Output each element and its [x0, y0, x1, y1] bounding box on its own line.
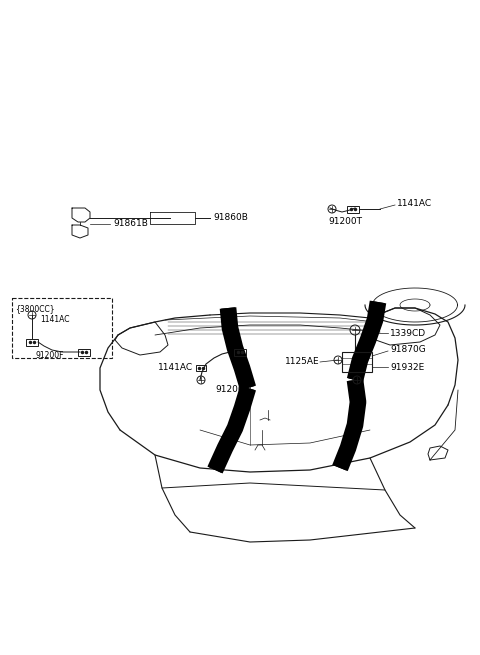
- Text: 91932E: 91932E: [390, 362, 424, 371]
- Text: 1339CD: 1339CD: [390, 329, 426, 337]
- Bar: [347, 206, 359, 212]
- Text: 1141AC: 1141AC: [397, 200, 432, 208]
- Text: {3800CC}: {3800CC}: [15, 304, 55, 313]
- Text: 1125AE: 1125AE: [285, 358, 320, 367]
- Bar: [196, 365, 206, 371]
- Text: 91870G: 91870G: [390, 345, 426, 354]
- Text: 91860B: 91860B: [213, 214, 248, 223]
- Text: 91200F: 91200F: [36, 352, 64, 360]
- Bar: [342, 352, 372, 372]
- Text: 91861B: 91861B: [113, 219, 148, 229]
- Text: 91200F: 91200F: [215, 386, 249, 394]
- Text: 1141AC: 1141AC: [40, 316, 70, 324]
- Text: 91200T: 91200T: [328, 217, 362, 227]
- Text: 1141AC: 1141AC: [158, 364, 193, 373]
- Bar: [78, 348, 90, 356]
- Bar: [26, 339, 38, 345]
- Bar: [234, 348, 246, 356]
